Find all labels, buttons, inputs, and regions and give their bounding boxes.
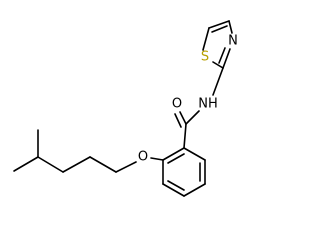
bond — [222, 48, 231, 69]
bond — [162, 183, 185, 197]
bond — [183, 183, 206, 197]
bond — [212, 61, 224, 69]
bond — [179, 111, 187, 125]
atom-label: N — [228, 34, 238, 49]
bonds — [13, 20, 233, 197]
bond — [183, 123, 187, 149]
bond — [13, 156, 39, 172]
bond — [211, 25, 228, 33]
bond — [37, 156, 64, 173]
atom-label: O — [138, 150, 148, 165]
bond — [167, 153, 185, 164]
molecule-diagram: O NH S N O — [13, 20, 238, 197]
bond — [174, 113, 182, 128]
bond — [150, 157, 164, 161]
bond — [212, 67, 224, 96]
bond — [167, 180, 185, 191]
bond — [89, 156, 117, 173]
bond — [218, 47, 226, 64]
atom-labels: O NH S N O — [138, 34, 238, 165]
atom-label: NH — [198, 97, 218, 112]
bond — [183, 147, 206, 161]
bond — [62, 156, 91, 173]
atom-label: O — [172, 97, 182, 112]
bond — [185, 110, 200, 125]
bond — [208, 20, 230, 29]
bond — [162, 147, 185, 161]
bond — [228, 20, 233, 34]
bond — [202, 27, 210, 51]
atom-label: S — [201, 50, 209, 65]
bond — [115, 161, 137, 173]
